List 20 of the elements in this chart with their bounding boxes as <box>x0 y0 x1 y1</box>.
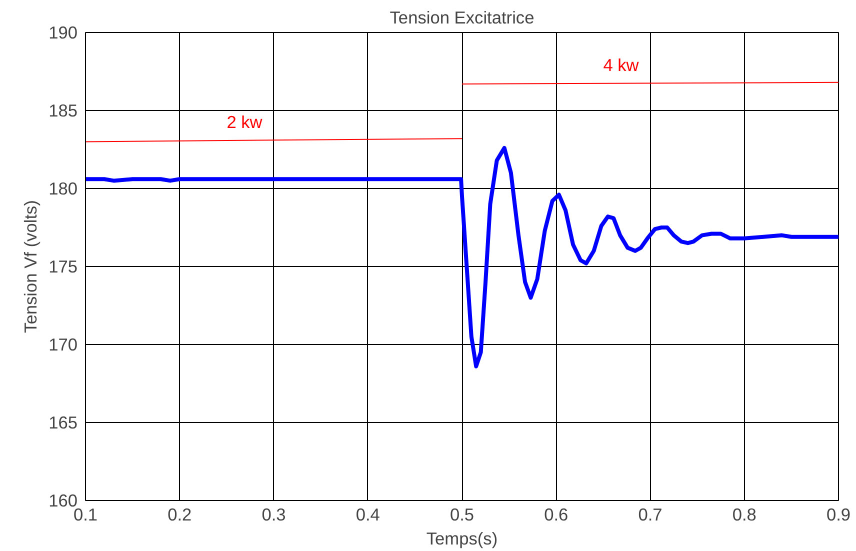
x-tick-label: 0.6 <box>544 504 568 524</box>
series-label: 4 kw <box>603 55 640 76</box>
y-axis-title: Tension Vf (volts) <box>20 200 41 333</box>
line-series <box>86 146 838 368</box>
y-tick-label: 175 <box>48 256 78 276</box>
x-tick-label: 0.9 <box>826 504 851 524</box>
x-tick-label: 0.4 <box>356 504 380 524</box>
series-label: 2 kw <box>226 112 263 132</box>
y-tick-label: 170 <box>48 334 78 354</box>
x-axis-title: Temps(s) <box>426 528 498 548</box>
x-tick-label: 0.3 <box>262 504 286 524</box>
y-tick-label: 190 <box>48 22 78 42</box>
y-tick-label: 180 <box>48 178 78 198</box>
x-tick-label: 0.2 <box>168 504 192 524</box>
y-tick-label: 185 <box>48 100 78 120</box>
y-tick-label: 165 <box>48 412 78 432</box>
x-tick-label: 0.8 <box>732 504 756 524</box>
x-tick-label: 0.7 <box>638 504 662 524</box>
chart-title: Tension Excitatrice <box>390 8 534 28</box>
x-tick-label: 0.5 <box>450 504 474 524</box>
